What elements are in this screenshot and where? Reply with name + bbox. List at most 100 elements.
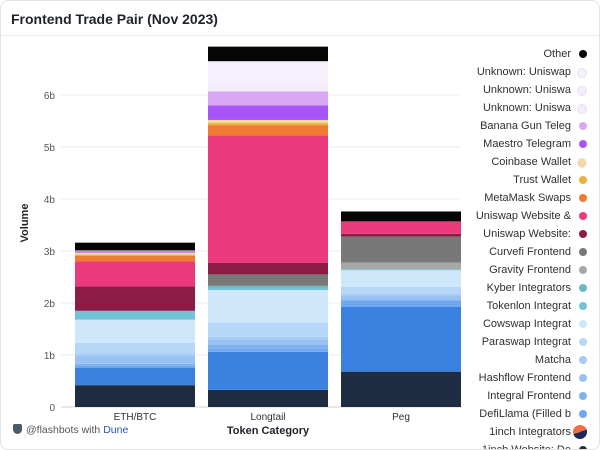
y-axis-label: Volume: [19, 204, 31, 243]
bar-segment: [341, 293, 461, 296]
bar-segment: [208, 85, 328, 87]
legend-item[interactable]: Coinbase Wallet: [469, 154, 587, 172]
legend-item[interactable]: DefiLlama (Filled b: [469, 406, 587, 424]
legend-item[interactable]: Gravity Frontend: [469, 262, 587, 280]
bar-segment: [341, 236, 461, 263]
bar-segment: [75, 250, 195, 251]
bar-segment: [208, 351, 328, 390]
legend-label: Paraswap Integrat: [481, 336, 571, 348]
y-tick-label: 3b: [44, 247, 56, 258]
bar-segment: [208, 339, 328, 345]
bar-segment: [208, 287, 328, 290]
legend-swatch: [579, 338, 587, 346]
bar-segment: [208, 389, 328, 407]
bar-segment: [208, 262, 328, 275]
bar-segment: [208, 336, 328, 340]
x-tick-label: ETH/BTC: [114, 412, 157, 423]
legend-item[interactable]: Paraswap Integrat: [469, 334, 587, 352]
legend-item[interactable]: Other: [469, 46, 587, 64]
legend-item[interactable]: 1inch Website: De: [469, 442, 587, 450]
y-tick-label: 5b: [44, 143, 56, 154]
legend-swatch: [579, 248, 587, 256]
legend-item[interactable]: Tokenlon Integrat: [469, 298, 587, 316]
bar-segment: [341, 299, 461, 301]
bar-segment: [341, 270, 461, 287]
legend-item[interactable]: Curvefi Frontend: [469, 244, 587, 262]
bar-segment: [75, 319, 195, 344]
bar-segment: [341, 269, 461, 271]
y-tick-label: 2b: [44, 299, 56, 310]
legend-item[interactable]: Banana Gun Teleg: [469, 118, 587, 136]
bar-segment: [208, 344, 328, 349]
bar-segment: [208, 274, 328, 286]
bar-segment: [75, 356, 195, 364]
legend-item[interactable]: Cowswap Integrat: [469, 316, 587, 334]
chart-title: Frontend Trade Pair (Nov 2023): [11, 11, 218, 27]
bar-segment: [208, 119, 328, 124]
legend-label: Uniswap Website &: [475, 210, 571, 222]
legend-item[interactable]: Unknown: Uniswap: [469, 64, 587, 82]
legend-label: Kyber Integrators: [486, 282, 571, 294]
legend-label: 1inch Website: De: [481, 444, 571, 450]
bar-segment: [75, 251, 195, 252]
legend-item[interactable]: Unknown: Uniswa: [469, 82, 587, 100]
legend-label: MetaMask Swaps: [484, 192, 571, 204]
legend-item[interactable]: Trust Wallet: [469, 172, 587, 190]
legend-item[interactable]: Uniswap Website:: [469, 226, 587, 244]
footer-brand-link[interactable]: Dune: [103, 424, 129, 436]
bar-segment: [75, 255, 195, 262]
bar-segment: [208, 46, 328, 62]
bar-segment: [341, 233, 461, 237]
legend-swatch: [577, 158, 587, 168]
legend-swatch: [579, 392, 587, 400]
bar-segment: [75, 363, 195, 366]
bar-segment: [75, 252, 195, 255]
bar-segment: [75, 385, 195, 407]
y-tick-label: 0: [49, 403, 55, 414]
legend-item[interactable]: Maestro Telegram: [469, 136, 587, 154]
legend-item[interactable]: MetaMask Swaps: [469, 190, 587, 208]
bar-segment: [75, 286, 195, 311]
legend-swatch: [579, 446, 587, 449]
legend-item[interactable]: Hashflow Frontend: [469, 370, 587, 388]
bar-segment: [75, 242, 195, 251]
legend-item[interactable]: Unknown: Uniswa: [469, 100, 587, 118]
bar-segment: [208, 123, 328, 126]
footer-credit: @flashbots with Dune: [13, 424, 128, 436]
x-tick-label: Longtail: [250, 412, 285, 423]
legend-item[interactable]: Kyber Integrators: [469, 280, 587, 298]
y-tick-label: 6b: [44, 91, 56, 102]
bar-segment: [208, 91, 328, 106]
legend-label: 1inch Integrators: [489, 426, 571, 438]
title-divider: [1, 35, 599, 36]
legend-item[interactable]: Uniswap Website &: [469, 208, 587, 226]
footer-credit-text: @flashbots with: [26, 424, 101, 436]
legend-swatch: [579, 410, 587, 418]
bars: [75, 46, 461, 407]
legend-label: Other: [543, 48, 571, 60]
bar-segment: [341, 371, 461, 407]
legend-item[interactable]: Integral Frontend: [469, 388, 587, 406]
bar-segment: [208, 348, 328, 352]
y-tick-label: 4b: [44, 195, 56, 206]
legend-label: Banana Gun Teleg: [480, 120, 571, 132]
y-axis-ticks: 0 1b 2b 3b 4b 5b 6b: [44, 91, 56, 414]
bar-segment: [341, 286, 461, 294]
legend-swatch: [579, 176, 587, 184]
dune-logo-icon: [573, 425, 587, 439]
legend-item[interactable]: 1inch Integrators: [469, 424, 587, 442]
legend-swatch: [579, 50, 587, 58]
bar-segment: [75, 353, 195, 357]
legend-swatch: [579, 374, 587, 382]
legend-label: Matcha: [534, 354, 571, 366]
legend-label: DefiLlama (Filled b: [479, 408, 571, 420]
legend-label: Tokenlon Integrat: [486, 300, 571, 312]
bar-segment: [75, 343, 195, 354]
legend-label: Coinbase Wallet: [491, 156, 571, 168]
legend-label: Trust Wallet: [513, 174, 571, 186]
legend-swatch: [577, 68, 587, 78]
legend-label: Gravity Frontend: [489, 264, 571, 276]
legend-item[interactable]: Matcha: [469, 352, 587, 370]
legend-label: Cowswap Integrat: [482, 318, 571, 330]
